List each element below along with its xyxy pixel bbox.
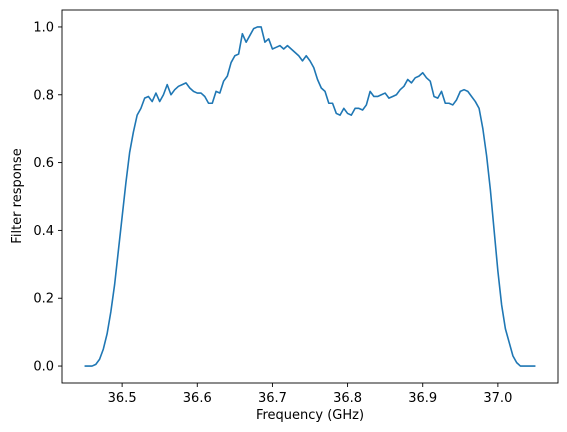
series-line-0 [84, 26, 536, 367]
y-tick-label: 0.6 [33, 156, 54, 171]
y-tick-label: 0.2 [33, 292, 54, 307]
y-axis-ticks: 0.0 0.2 0.4 0.6 0.8 1.0 [33, 20, 62, 375]
axes-frame [61, 9, 559, 384]
y-tick-label: 0.0 [33, 360, 54, 375]
x-tick-label: 36.5 [108, 391, 137, 406]
x-tick-label: 36.7 [258, 391, 287, 406]
y-axis-label: Filter response [10, 148, 25, 243]
x-tick-label: 37.0 [483, 391, 512, 406]
x-tick-label: 36.9 [408, 391, 437, 406]
y-tick-label: 0.4 [33, 224, 54, 239]
y-tick-label: 1.0 [33, 20, 54, 35]
x-axis-ticks: 36.5 36.6 36.7 36.8 36.9 37.0 [108, 383, 512, 406]
x-tick-label: 36.8 [333, 391, 362, 406]
y-tick-label: 0.8 [33, 88, 54, 103]
x-axis-label: Frequency (GHz) [256, 408, 364, 423]
x-tick-label: 36.6 [183, 391, 212, 406]
